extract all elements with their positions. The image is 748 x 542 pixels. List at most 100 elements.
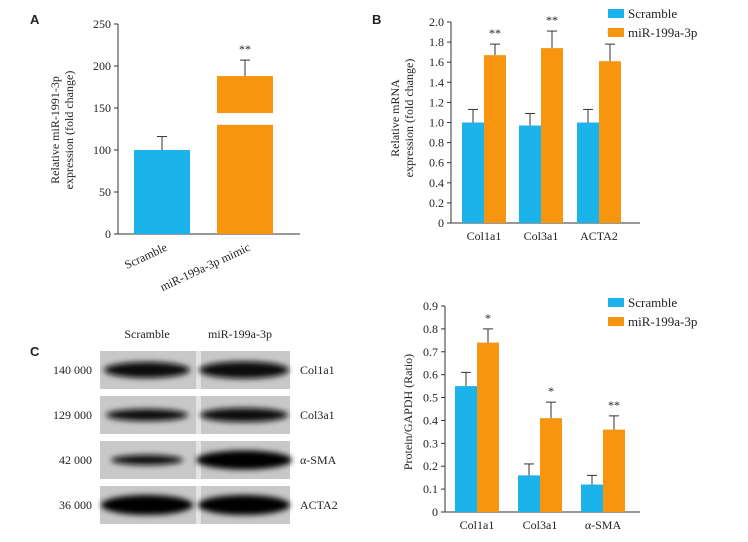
- panel-b-significance-mark: **: [489, 26, 501, 40]
- panel-c-y-tick-label: 0.2: [423, 459, 438, 473]
- blot-header-scramble: Scramble: [124, 327, 169, 341]
- panel-b-y-tick-label: 0.8: [429, 136, 444, 150]
- blot-header-mimic: miR-199a-3p: [208, 327, 272, 341]
- panel-b-bar-1-0: [484, 55, 506, 223]
- panel-b-legend-swatch-0: [608, 9, 624, 18]
- panel-b-y-tick-label: 1.0: [429, 116, 444, 130]
- panel-c-y-tick-label: 0.4: [423, 413, 438, 427]
- panel-c-legend-label-1: miR-199a-3p: [628, 314, 697, 329]
- panel-b-y-tick-label: 0: [438, 216, 444, 230]
- blot-band-scramble: [101, 495, 193, 515]
- x-tick-label: Scramble: [122, 240, 169, 272]
- panel-b-bar-1-1: [541, 48, 563, 223]
- panel-b-bar-0-1: [519, 125, 541, 223]
- panel-c-legend-swatch-1: [608, 317, 624, 326]
- x-tick-label: miR-199a-3p mimic: [158, 240, 252, 294]
- panel-c-bar-1-2: [603, 429, 625, 512]
- blot-protein-name: ACTA2: [300, 498, 338, 512]
- panel-c-y-tick-label: 0.7: [423, 345, 438, 359]
- panel-b-x-tick-label: Col3a1: [524, 229, 559, 243]
- blot-molecular-weight: 42 000: [59, 453, 92, 467]
- blot-band-mimic: [199, 361, 289, 379]
- panel-label-c: C: [30, 344, 40, 359]
- blot-molecular-weight: 36 000: [59, 498, 92, 512]
- panel-b-y-tick-label: 1.8: [429, 35, 444, 49]
- panel-a-y-label-text: Relative miR-1991-3pexpression (fold cha…: [48, 71, 76, 190]
- panel-a-y-tick-label: 50: [99, 185, 111, 199]
- panel-c-y-tick-label: 0.8: [423, 322, 438, 336]
- panel-c-y-label-text: Protein/GAPDH (Ratio): [401, 354, 415, 470]
- panel-b-x-tick-label: Col1a1: [467, 229, 502, 243]
- panel-a: A Relative miR-1991-3pexpression (fold c…: [30, 12, 300, 294]
- western-blot: 140 000 Col1a1 129 000 Col3a1 42 000 α-SMA 36 …: [53, 351, 338, 524]
- panel-b: B Relative mRNAexpression (fold change) …: [372, 6, 697, 243]
- panel-b-bar-0-0: [462, 122, 484, 223]
- panel-b-y-tick-label: 1.4: [429, 75, 444, 89]
- axis-break: [216, 113, 274, 125]
- bar-1: [217, 76, 273, 234]
- panel-a-y-tick-label: 150: [93, 101, 111, 115]
- blot-band-scramble: [106, 409, 188, 421]
- panel-c-y-tick-label: 0.9: [423, 299, 438, 313]
- panel-a-plot: 0 50 100 150 200 250 Scramble ** miR-199a-3p mim…: [93, 17, 300, 294]
- panel-label-a: A: [30, 12, 40, 27]
- panel-b-legend-label-0: Scramble: [628, 6, 677, 21]
- blot-protein-name: Col3a1: [300, 408, 335, 422]
- panel-c-legend: Scramble miR-199a-3p: [608, 295, 697, 329]
- panel-b-y-axis-label: Relative mRNAexpression (fold change): [388, 59, 416, 178]
- panel-a-y-tick-label: 100: [93, 143, 111, 157]
- blot-band-mimic: [196, 450, 292, 470]
- blot-band-mimic: [198, 495, 290, 515]
- blot-molecular-weight: 140 000: [53, 363, 92, 377]
- panel-c-bar-0-2: [581, 484, 603, 512]
- blot-band-scramble: [104, 362, 190, 378]
- blot-strip-gap: [196, 351, 201, 389]
- panel-c-bar-1-1: [540, 418, 562, 512]
- panel-b-legend: Scramble miR-199a-3p: [608, 6, 697, 40]
- blot-band-scramble: [111, 455, 183, 465]
- panel-a-y-tick-label: 200: [93, 59, 111, 73]
- panel-b-x-tick-label: ACTA2: [580, 229, 618, 243]
- panel-b-bar-0-2: [577, 122, 599, 223]
- panel-c-x-tick-label: Col1a1: [460, 518, 495, 532]
- panel-b-y-tick-label: 0.2: [429, 196, 444, 210]
- panel-b-legend-label-1: miR-199a-3p: [628, 25, 697, 40]
- panel-c-y-tick-label: 0.3: [423, 436, 438, 450]
- blot-strip-gap: [196, 396, 201, 434]
- panel-b-bar-1-2: [599, 61, 621, 223]
- panel-a-y-axis-label: Relative miR-1991-3pexpression (fold cha…: [48, 71, 76, 190]
- panel-b-y-tick-label: 0.4: [429, 176, 444, 190]
- panel-b-significance-mark: **: [546, 13, 558, 27]
- panel-c-significance-mark: **: [608, 398, 620, 412]
- panel-a-y-tick-label: 250: [93, 17, 111, 31]
- panel-c-y-tick-label: 0.6: [423, 368, 438, 382]
- panel-c-legend-label-0: Scramble: [628, 295, 677, 310]
- panel-c: C Scramble miR-199a-3p 140 000 Col1a1 129 …: [30, 327, 338, 524]
- panel-c-y-axis-label: Protein/GAPDH (Ratio): [401, 354, 415, 470]
- panel-b-y-label-text: Relative mRNAexpression (fold change): [388, 59, 416, 178]
- blot-protein-name: α-SMA: [300, 453, 337, 467]
- panel-b-y-tick-label: 1.6: [429, 55, 444, 69]
- panel-b-legend-swatch-1: [608, 28, 624, 37]
- panel-c-bar-0-0: [455, 386, 477, 512]
- panel-c-bar-0-1: [518, 475, 540, 512]
- panel-label-b: B: [372, 12, 381, 27]
- panel-c-bar-1-0: [477, 342, 499, 512]
- blot-protein-name: Col1a1: [300, 363, 335, 377]
- panel-a-y-tick-label: 0: [105, 227, 111, 241]
- bar-0: [134, 150, 190, 234]
- panel-b-y-tick-label: 0.6: [429, 156, 444, 170]
- panel-c-y-tick-label: 0.1: [423, 482, 438, 496]
- significance-mark: **: [239, 42, 251, 56]
- panel-c-y-tick-label: 0.5: [423, 391, 438, 405]
- panel-c-significance-mark: *: [548, 384, 554, 398]
- panel-c-x-tick-label: α-SMA: [585, 518, 622, 532]
- panel-c-significance-mark: *: [485, 311, 491, 325]
- panel-b-plot: 0 0.2 0.4 0.6 0.8 1.0 1.2 1.4 1.6 1.8 2.0 ** Col1a1 *…: [429, 13, 640, 243]
- panel-c-y-tick-label: 0: [432, 505, 438, 519]
- panel-c-plot: 0 0.1 0.2 0.3 0.4 0.5 0.6 0.7 0.8 0.9 * Col1a1 * Col3…: [423, 299, 640, 532]
- panel-b-y-tick-label: 1.2: [429, 95, 444, 109]
- blot-band-mimic: [200, 408, 288, 422]
- blot-molecular-weight: 129 000: [53, 408, 92, 422]
